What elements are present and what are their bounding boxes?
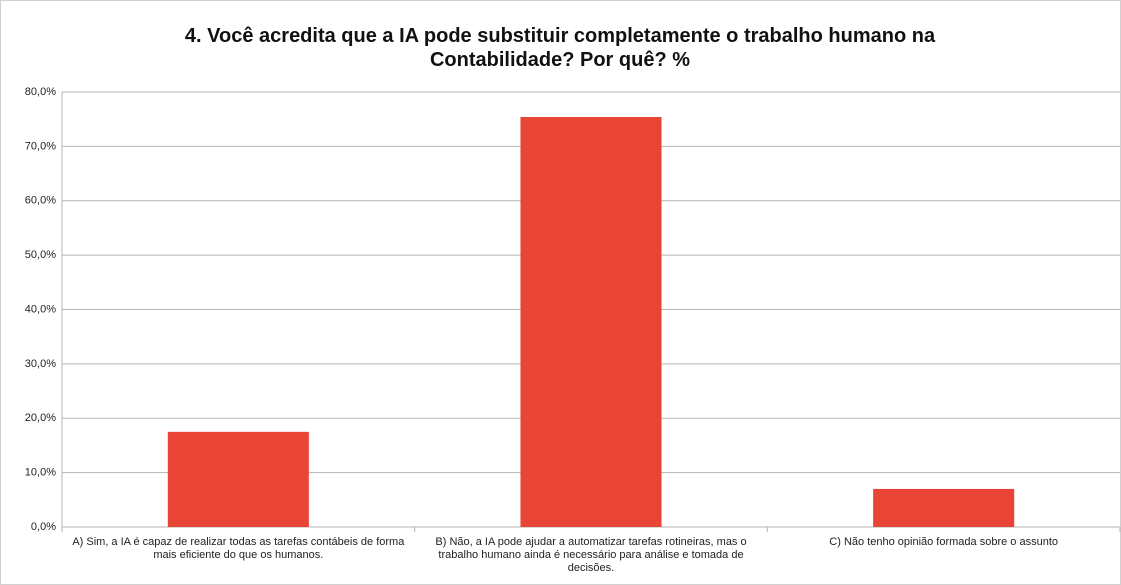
chart-title: 4. Você acredita que a IA pode substitui… [184, 25, 936, 71]
y-tick-label: 60,0% [25, 195, 56, 207]
x-tick-label: B) Não, a IA pode ajudar a automatizar t… [435, 536, 747, 574]
y-tick-label: 20,0% [25, 412, 56, 424]
y-tick-label: 30,0% [25, 358, 56, 370]
x-tick-label: A) Sim, a IA é capaz de realizar todas a… [72, 536, 405, 561]
y-tick-label: 10,0% [25, 467, 56, 479]
bar [873, 488, 1015, 527]
bar [520, 117, 662, 527]
y-tick-label: 80,0% [25, 86, 56, 98]
y-tick-label: 0,0% [31, 521, 56, 533]
y-tick-label: 70,0% [25, 140, 56, 152]
bar [167, 431, 309, 527]
y-tick-label: 40,0% [25, 303, 56, 315]
y-tick-label: 50,0% [25, 249, 56, 261]
x-tick-label: C) Não tenho opinião formada sobre o ass… [829, 536, 1058, 548]
